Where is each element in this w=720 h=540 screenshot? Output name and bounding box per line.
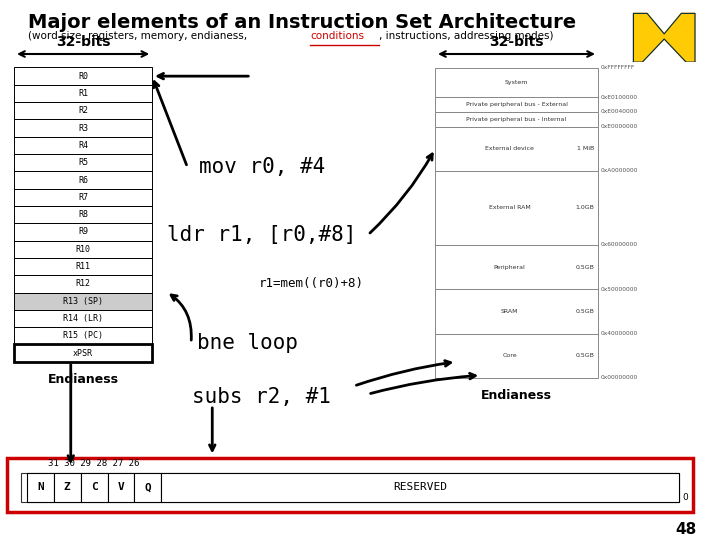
Bar [14, 102, 152, 119]
Bar [435, 97, 598, 112]
Text: R9: R9 [78, 227, 88, 237]
Text: 0x60000000: 0x60000000 [600, 242, 638, 247]
Text: Q: Q [145, 482, 151, 492]
Bar [435, 68, 598, 97]
Text: R0: R0 [78, 72, 88, 80]
Text: External RAM: External RAM [489, 205, 531, 211]
Text: 0xA0000000: 0xA0000000 [600, 168, 638, 173]
Bar [14, 258, 152, 275]
Text: R11: R11 [76, 262, 91, 271]
Bar [14, 68, 152, 85]
Bar [54, 472, 81, 502]
Text: SRAM: SRAM [500, 309, 518, 314]
Bar [14, 119, 152, 137]
Bar [14, 327, 152, 345]
Text: Private peripheral bus - External: Private peripheral bus - External [466, 102, 567, 107]
Text: subs r2, #1: subs r2, #1 [192, 387, 331, 407]
Text: C: C [91, 482, 97, 492]
Bar [435, 171, 598, 245]
Bar [435, 334, 598, 378]
Bar [14, 206, 152, 224]
Bar [135, 472, 161, 502]
Text: R2: R2 [78, 106, 88, 115]
Bar [14, 275, 152, 293]
Text: xPSR: xPSR [73, 349, 93, 357]
Text: ldr r1, [r0,#8]: ldr r1, [r0,#8] [167, 225, 356, 245]
Text: R3: R3 [78, 124, 88, 133]
Text: 32-bits: 32-bits [490, 35, 544, 49]
Text: Endianess: Endianess [481, 389, 552, 402]
Text: N: N [37, 482, 44, 492]
Text: 0xE0000000: 0xE0000000 [600, 124, 638, 129]
Text: V: V [117, 482, 125, 492]
Text: 0.5GB: 0.5GB [575, 309, 594, 314]
Text: R1: R1 [78, 89, 88, 98]
Bar [7, 458, 693, 512]
Bar [14, 171, 152, 188]
Text: bne loop: bne loop [197, 333, 298, 353]
Text: 31 30 29 28 27 26: 31 30 29 28 27 26 [48, 459, 140, 468]
Bar [14, 137, 152, 154]
Text: 0xFFFFFFFF: 0xFFFFFFFF [600, 65, 635, 70]
Text: RESERVED: RESERVED [393, 482, 447, 492]
Bar [435, 289, 598, 334]
Bar [14, 345, 152, 362]
Text: R10: R10 [76, 245, 91, 254]
Text: 0x00000000: 0x00000000 [600, 375, 638, 381]
Text: 0x40000000: 0x40000000 [600, 331, 638, 336]
Text: Z: Z [64, 482, 71, 492]
Text: R4: R4 [78, 141, 88, 150]
Text: 0xE0040000: 0xE0040000 [600, 110, 638, 114]
Text: , instructions, addressing modes): , instructions, addressing modes) [379, 31, 553, 42]
Text: R12: R12 [76, 279, 91, 288]
Text: R5: R5 [78, 158, 88, 167]
Bar [107, 472, 135, 502]
Text: R8: R8 [78, 210, 88, 219]
Text: 0.5GB: 0.5GB [575, 353, 594, 359]
Text: R7: R7 [78, 193, 88, 202]
Bar [435, 127, 598, 171]
Bar [14, 241, 152, 258]
Bar [161, 472, 679, 502]
Text: Core: Core [502, 353, 517, 359]
Bar [14, 85, 152, 102]
Text: 0.5GB: 0.5GB [575, 265, 594, 269]
Text: mov r0, #4: mov r0, #4 [199, 157, 325, 178]
Text: 0xE0100000: 0xE0100000 [600, 94, 638, 99]
Text: R14 (LR): R14 (LR) [63, 314, 103, 323]
Text: External device: External device [485, 146, 534, 151]
Text: 1 MiB: 1 MiB [577, 146, 594, 151]
Text: conditions: conditions [310, 31, 364, 42]
Text: Peripheral: Peripheral [494, 265, 526, 269]
Bar [435, 112, 598, 127]
Text: R13 (SP): R13 (SP) [63, 296, 103, 306]
Bar [14, 154, 152, 171]
Bar [14, 293, 152, 310]
Text: r1=mem((r0)+8): r1=mem((r0)+8) [258, 277, 364, 290]
Text: System: System [505, 80, 528, 85]
Text: 1.0GB: 1.0GB [575, 205, 594, 211]
Bar [14, 188, 152, 206]
Bar [27, 472, 54, 502]
Text: (word size, registers, memory, endianess,: (word size, registers, memory, endianess… [28, 31, 251, 42]
Text: 0: 0 [683, 493, 688, 502]
Bar [14, 224, 152, 241]
Text: 32-bits: 32-bits [56, 35, 110, 49]
Bar [14, 310, 152, 327]
Polygon shape [634, 14, 695, 62]
Text: R15 (PC): R15 (PC) [63, 332, 103, 340]
Bar [435, 245, 598, 289]
Text: 0x50000000: 0x50000000 [600, 287, 638, 292]
Text: Major elements of an Instruction Set Architecture: Major elements of an Instruction Set Arc… [28, 14, 577, 32]
Text: 48: 48 [675, 522, 697, 537]
Bar [21, 472, 679, 502]
Text: Endianess: Endianess [48, 373, 119, 386]
Text: Private peripheral bus - Internal: Private peripheral bus - Internal [467, 117, 567, 122]
Bar [81, 472, 107, 502]
Text: R6: R6 [78, 176, 88, 185]
